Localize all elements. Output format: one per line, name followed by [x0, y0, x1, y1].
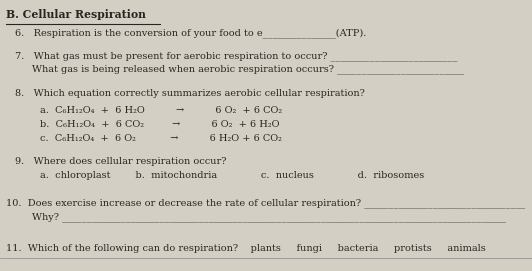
Text: a.  chloroplast        b.  mitochondria              c.  nucleus              d.: a. chloroplast b. mitochondria c. nucleu…	[40, 171, 424, 180]
Text: 8.   Which equation correctly summarizes aerobic cellular respiration?: 8. Which equation correctly summarizes a…	[15, 89, 365, 98]
Text: What gas is being released when aerobic respiration occurs? ____________________: What gas is being released when aerobic …	[32, 64, 464, 74]
Text: 11.  Which of the following can do respiration?    plants     fungi     bacteria: 11. Which of the following can do respir…	[6, 244, 486, 253]
Text: b.  C₆H₁₂O₄  +  6 CO₂         →          6 O₂  + 6 H₂O: b. C₆H₁₂O₄ + 6 CO₂ → 6 O₂ + 6 H₂O	[40, 120, 279, 129]
Text: c.  C₆H₁₂O₄  +  6 O₂           →          6 H₂O + 6 CO₂: c. C₆H₁₂O₄ + 6 O₂ → 6 H₂O + 6 CO₂	[40, 134, 282, 143]
Text: a.  C₆H₁₂O₄  +  6 H₂O          →          6 O₂  + 6 CO₂: a. C₆H₁₂O₄ + 6 H₂O → 6 O₂ + 6 CO₂	[40, 106, 282, 115]
Text: B. Cellular Respiration: B. Cellular Respiration	[6, 9, 146, 21]
Text: 9.   Where does cellular respiration occur?: 9. Where does cellular respiration occur…	[15, 157, 227, 166]
Text: 10.  Does exercise increase or decrease the rate of cellular respiration? ______: 10. Does exercise increase or decrease t…	[6, 198, 526, 208]
Text: Why? ___________________________________________________________________________: Why? ___________________________________…	[32, 212, 506, 222]
Text: 6.   Respiration is the conversion of your food to e_______________(ATP).: 6. Respiration is the conversion of your…	[15, 28, 366, 38]
Text: 7.   What gas must be present for aerobic respiration to occur? ________________: 7. What gas must be present for aerobic …	[15, 51, 458, 61]
